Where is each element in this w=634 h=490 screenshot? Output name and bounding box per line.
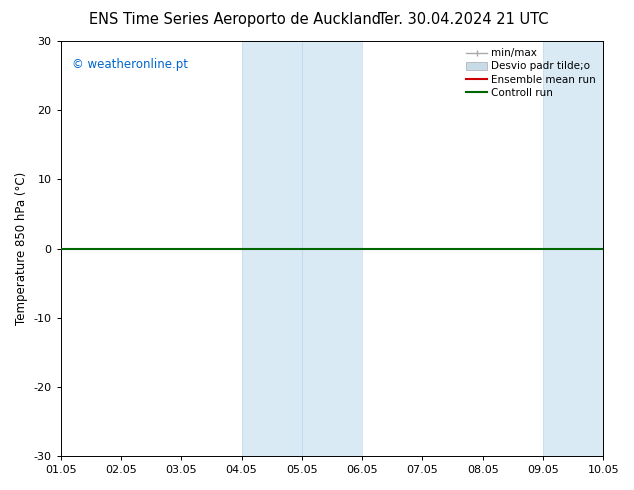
Legend: min/max, Desvio padr tilde;o, Ensemble mean run, Controll run: min/max, Desvio padr tilde;o, Ensemble m… — [464, 46, 598, 100]
Text: © weatheronline.pt: © weatheronline.pt — [72, 58, 188, 71]
Bar — [242, 41, 302, 456]
Text: Ter. 30.04.2024 21 UTC: Ter. 30.04.2024 21 UTC — [378, 12, 548, 27]
Bar — [543, 41, 633, 456]
Text: ENS Time Series Aeroporto de Auckland: ENS Time Series Aeroporto de Auckland — [89, 12, 380, 27]
Bar — [302, 41, 362, 456]
Y-axis label: Temperature 850 hPa (°C): Temperature 850 hPa (°C) — [15, 172, 28, 325]
